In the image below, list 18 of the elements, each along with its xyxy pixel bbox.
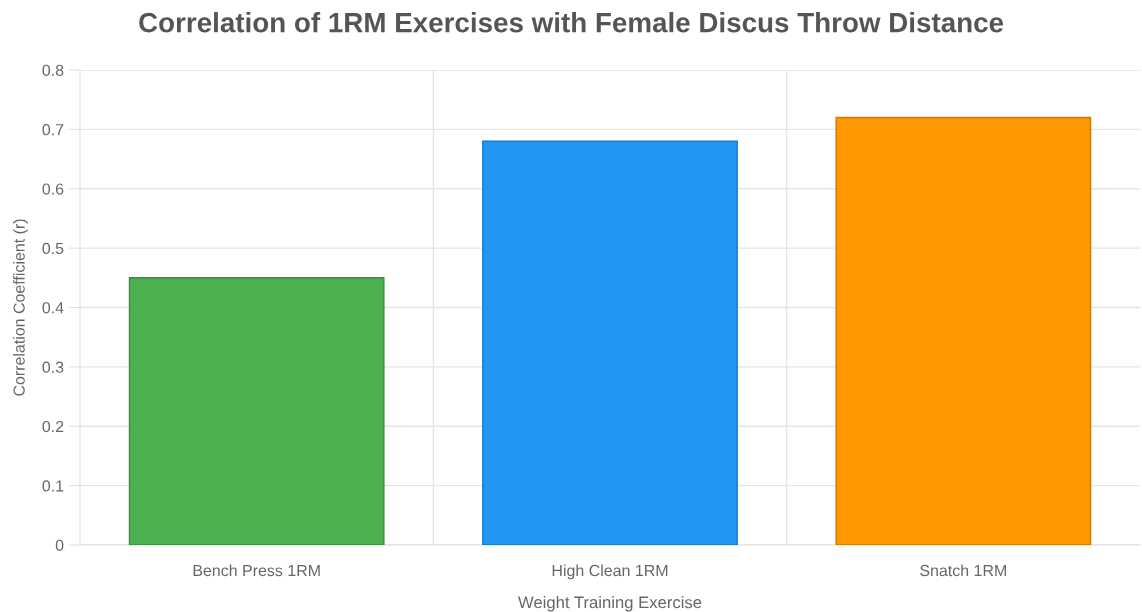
chart-title: Correlation of 1RM Exercises with Female Discus Throw Distance bbox=[139, 12, 1004, 33]
x-tick-label: Snatch 1RM bbox=[920, 564, 1006, 577]
bar bbox=[482, 140, 738, 545]
y-tick-label: 0.5 bbox=[42, 242, 64, 255]
y-tick-label: 0.3 bbox=[42, 361, 64, 373]
y-tick-label: 0.1 bbox=[42, 480, 64, 492]
y-axis-title: Correlation Coefficient (r) bbox=[13, 219, 28, 396]
y-tick-label: 0.8 bbox=[42, 64, 64, 76]
y-tick-label: 0.4 bbox=[42, 302, 64, 314]
bar bbox=[835, 116, 1092, 545]
x-tick-label: High Clean 1RM bbox=[552, 564, 668, 580]
y-tick-label: 0.2 bbox=[42, 420, 64, 433]
y-tick-label: 0 bbox=[55, 539, 64, 551]
y-tick-label: 0.7 bbox=[42, 124, 64, 136]
bar bbox=[128, 277, 385, 545]
x-axis-title: Weight Training Exercise bbox=[518, 596, 702, 612]
y-tick-label: 0.6 bbox=[42, 183, 64, 195]
x-tick-label: Bench Press 1RM bbox=[193, 564, 320, 577]
